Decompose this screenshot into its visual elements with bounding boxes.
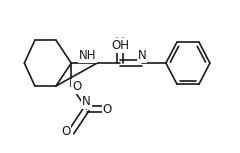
Text: N: N [82, 95, 91, 108]
Text: O: O [103, 103, 112, 116]
Text: NH: NH [78, 49, 96, 62]
Text: O: O [72, 80, 81, 93]
Text: N: N [138, 49, 146, 62]
Text: O: O [61, 125, 70, 138]
Text: OH: OH [111, 39, 129, 52]
